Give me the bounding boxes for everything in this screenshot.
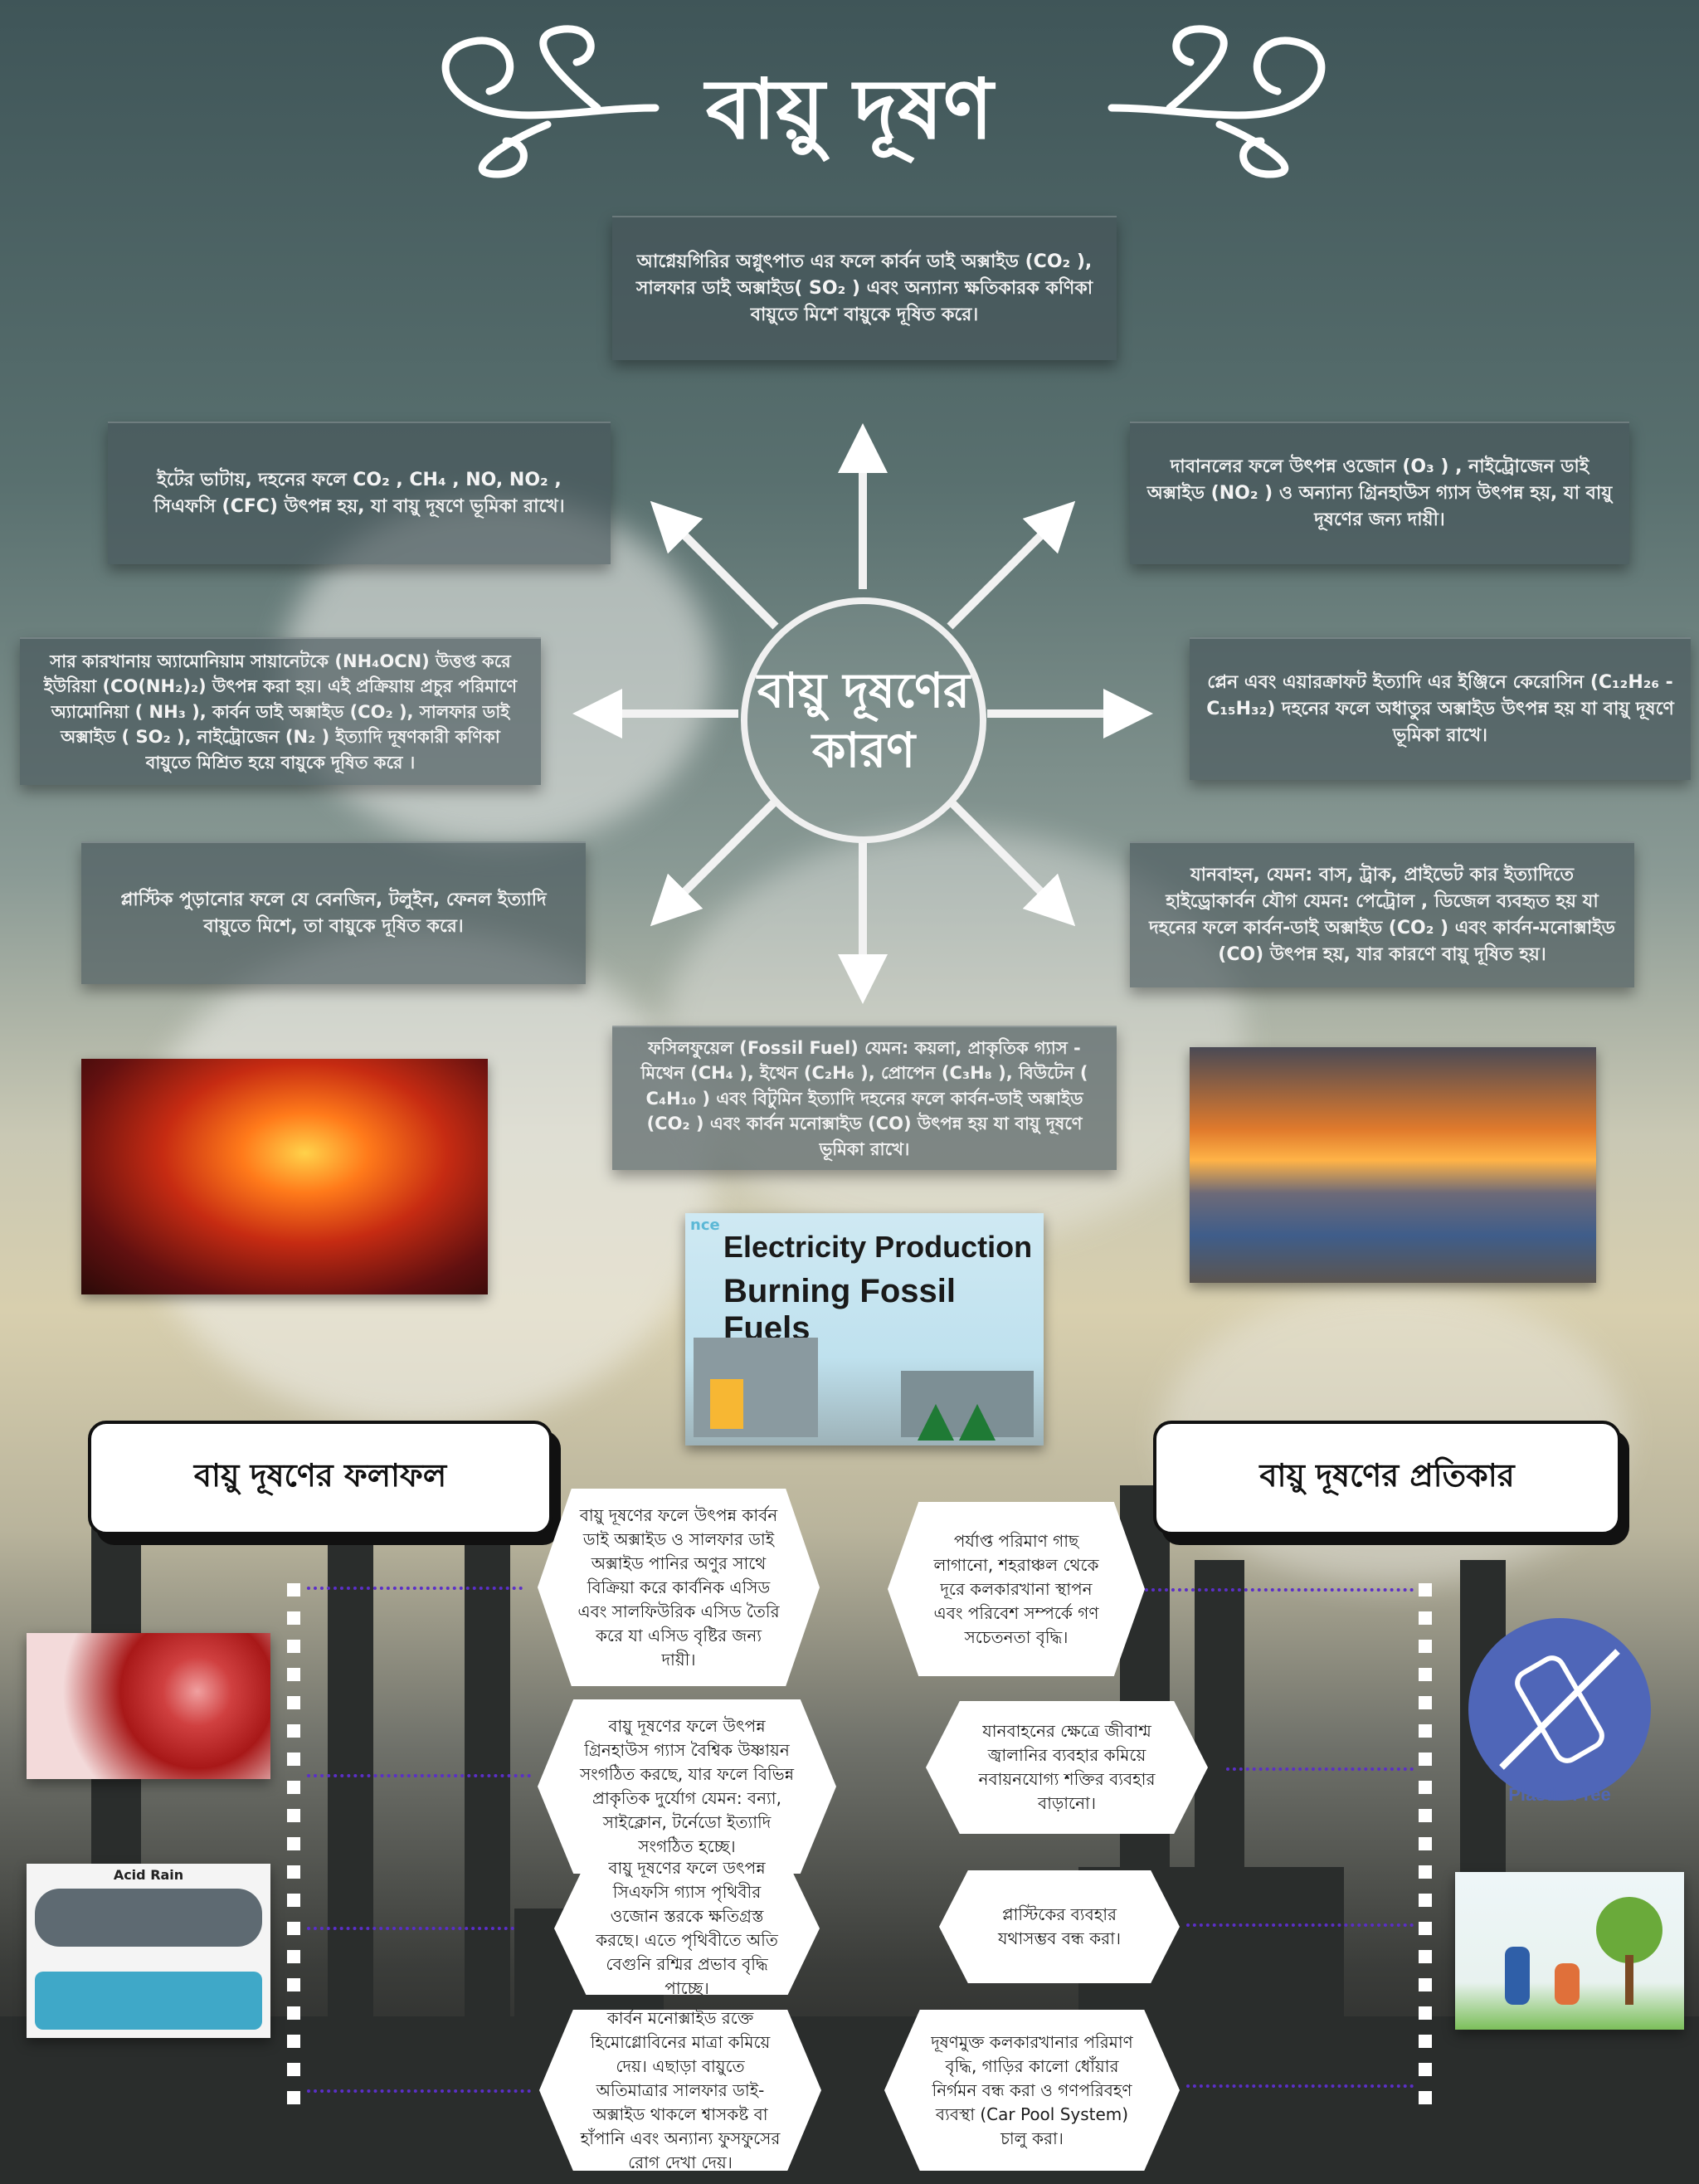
effect-ozone: বায়ু দূষণের ফলে উৎপন্ন সিএফসি গ্যাস পৃথ…	[554, 1862, 820, 1995]
image-title-line2: Burning Fossil Fuels	[723, 1273, 956, 1347]
tree-icon	[1596, 1897, 1662, 1963]
arrow-group	[572, 423, 1153, 1004]
tree-trunk	[1625, 1955, 1633, 2005]
lake-icon	[35, 1972, 262, 2030]
cause-volcano: আগ্নেয়গিরির অগ্নুৎপাত এর ফলে কার্বন ডাই…	[612, 216, 1117, 360]
cause-aircraft: প্লেন এবং এয়ারক্রাফট ইত্যাদি এর ইঞ্জিনে…	[1190, 637, 1691, 780]
effects-dotted-line	[287, 1583, 302, 2119]
plastic-bottle-icon	[1499, 1649, 1620, 1770]
remedy-trees: পর্যাপ্ত পরিমাণ গাছ লাগানো, শহরাঞ্চল থেক…	[888, 1502, 1145, 1676]
connector-arrow	[307, 1927, 514, 1930]
acid-rain-title: Acid Rain	[113, 1867, 184, 1883]
arrow-icon	[650, 797, 779, 927]
remedies-heading: বায়ু দূষণের প্রতিকার	[1153, 1421, 1621, 1535]
connector-arrow	[307, 1774, 531, 1777]
remedy-renewable: যানবাহনের ক্ষেত্রে জীবাশ্ম জ্বালানির ব্য…	[926, 1701, 1208, 1834]
effect-health: কার্বন মনোক্সাইড রক্তে হিমোগ্লোবিনের মাত…	[539, 2010, 821, 2171]
image-title-line1: Electricity Production	[723, 1230, 1033, 1264]
person-icon	[1555, 1963, 1580, 2005]
image-corner-text: nce	[690, 1216, 720, 1234]
arrow-icon	[650, 500, 779, 630]
connector-arrow	[307, 2089, 531, 2093]
swirl-ornament-right	[1108, 25, 1326, 178]
cause-fossil-fuel: ফসিলফুয়েল (Fossil Fuel) যেমন: কয়লা, প্…	[612, 1026, 1117, 1170]
arrow-icon	[947, 500, 1076, 630]
effects-heading: বায়ু দূষণের ফলাফল	[88, 1421, 553, 1535]
acid-rain-image: Acid Rain	[27, 1864, 270, 2038]
person-icon	[1505, 1947, 1530, 2005]
tree-icon	[918, 1404, 954, 1441]
cause-vehicles: যানবাহন, যেমন: বাস, ট্রাক, প্রাইভেট কার …	[1130, 841, 1634, 987]
burning-garbage-image	[1190, 1047, 1596, 1283]
plastic-free-label: Plastic Free	[1508, 1784, 1611, 1805]
blood-cells-image	[27, 1633, 270, 1779]
connector-arrow	[1226, 1767, 1414, 1771]
factory-skyline	[0, 2016, 1699, 2184]
cause-fertilizer: সার কারখানায় অ্যামোনিয়াম সায়ানেটকে (N…	[20, 637, 541, 785]
remedy-transport: দূষণমুক্ত কলকারখানার পরিমাণ বৃদ্ধি, গাড়…	[884, 2010, 1180, 2171]
connector-arrow	[1186, 1923, 1414, 1927]
connector-arrow	[1186, 2084, 1414, 2088]
swirl-ornament-left	[441, 25, 660, 178]
electricity-fossil-fuels-image: nce Electricity Production Burning Fossi…	[685, 1213, 1044, 1445]
remedies-dotted-line	[1419, 1583, 1434, 2119]
volcano-image	[81, 1059, 488, 1294]
connector-arrow	[307, 1587, 523, 1590]
rain-cloud-icon	[35, 1889, 262, 1947]
effect-global-warming: বায়ু দূষণের ফলে উৎপন্ন গ্রিনহাউস গ্যাস …	[538, 1699, 836, 1874]
tree-icon	[959, 1404, 996, 1441]
arrow-icon	[947, 797, 1076, 927]
cause-wildfire: দাবানলের ফলে উৎপন্ন ওজোন (O₃ ) , নাইট্রো…	[1130, 422, 1629, 564]
connector-arrow	[1145, 1588, 1414, 1592]
plastic-free-badge	[1468, 1618, 1651, 1801]
tree-planting-image	[1455, 1872, 1684, 2030]
cause-brick-kiln: ইটের ভাটায়, দহনের ফলে CO₂ , CH₄ , NO, N…	[108, 422, 611, 564]
page-title: বায়ু দূষণ	[705, 61, 994, 158]
cause-plastic: প্লাস্টিক পুড়ানোর ফলে যে বেনজিন, টলুইন,…	[81, 841, 586, 984]
remedy-plastic: প্লাস্টিকের ব্যবহার যথাসম্ভব বন্ধ করা।	[939, 1870, 1180, 1983]
effect-acid-rain: বায়ু দূষণের ফলে উৎপন্ন কার্বন ডাই অক্সা…	[538, 1489, 820, 1686]
center-label: বায়ু দূষণের কারণ	[741, 597, 986, 843]
fire-icon	[710, 1379, 743, 1429]
